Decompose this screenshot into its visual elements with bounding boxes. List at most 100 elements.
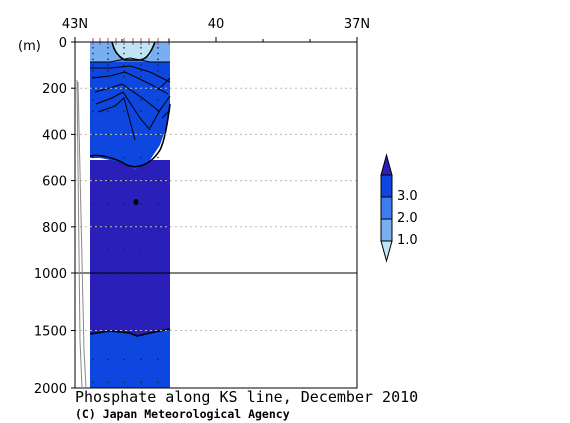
sample-dot xyxy=(157,98,159,101)
sample-dot xyxy=(157,87,159,89)
contour-line xyxy=(91,71,169,95)
sample-dot xyxy=(140,70,142,72)
bathymetry-line-2 xyxy=(77,81,87,389)
contour-line xyxy=(95,91,151,131)
sample-dot xyxy=(140,358,142,361)
sample-dot xyxy=(157,52,159,55)
sample-dot xyxy=(107,110,109,113)
chart-credit: (C) Japan Meteorological Agency xyxy=(75,407,290,421)
contour-line xyxy=(90,57,170,63)
sample-dot xyxy=(157,202,159,205)
sample-dot xyxy=(157,110,159,113)
colorbar-bottom-triangle xyxy=(380,240,393,263)
bottom-layer-fill xyxy=(90,329,170,388)
surface-palest-fill xyxy=(112,42,155,60)
sample-dot xyxy=(107,179,109,182)
sample-dot xyxy=(92,226,94,228)
sample-dot xyxy=(92,133,94,136)
sample-dot xyxy=(157,179,159,182)
sample-dot xyxy=(157,133,159,136)
colorbar-segment xyxy=(380,218,393,242)
sample-dots xyxy=(92,46,159,384)
y-tick-label: 400 xyxy=(42,128,67,143)
sample-dot xyxy=(107,52,109,55)
sample-dot xyxy=(107,70,109,72)
sample-dot xyxy=(92,46,94,49)
sample-dot xyxy=(157,295,159,297)
colorbar-segment xyxy=(380,196,393,220)
sample-dot xyxy=(140,58,142,61)
x-tick-label: 43N xyxy=(62,17,88,32)
sample-dot xyxy=(123,46,125,49)
sample-dot xyxy=(140,98,142,101)
sample-dot xyxy=(140,46,142,49)
sample-dot xyxy=(107,133,109,136)
sample-dot xyxy=(107,295,109,297)
sample-dot xyxy=(157,70,159,72)
sample-dot xyxy=(107,87,109,89)
sample-dot xyxy=(107,156,109,159)
contour-line xyxy=(97,97,136,141)
sample-dot xyxy=(123,52,125,55)
sample-dot xyxy=(157,64,159,66)
y-axis: 0 200 400 600 800 1000 1500 2000 xyxy=(34,36,75,397)
bathymetry-line xyxy=(76,79,83,389)
x-axis: 43N 40 37N xyxy=(62,17,370,42)
section-fill xyxy=(90,42,170,388)
y-tick-label: 800 xyxy=(42,221,67,236)
sample-dot xyxy=(92,358,94,361)
sample-dot xyxy=(123,87,125,89)
sample-dot xyxy=(140,64,142,66)
sample-dot xyxy=(107,329,109,332)
sample-dot xyxy=(123,156,125,159)
sample-dot xyxy=(140,110,142,113)
depth-gridlines xyxy=(75,87,357,331)
sample-dot xyxy=(107,381,109,384)
sample-dot xyxy=(123,226,125,228)
x-tick-label: 40 xyxy=(208,17,225,32)
sample-dot xyxy=(92,156,94,159)
contour-eddy xyxy=(133,199,139,205)
sample-dot xyxy=(123,381,125,384)
sample-dot xyxy=(92,64,94,66)
sample-dot xyxy=(107,226,109,228)
y-tick-label: 0 xyxy=(59,36,67,51)
y-tick-label: 600 xyxy=(42,175,67,190)
sample-dot xyxy=(107,46,109,49)
sample-dot xyxy=(107,58,109,61)
sample-dot xyxy=(107,202,109,205)
sample-dot xyxy=(140,202,142,205)
sample-dot xyxy=(140,75,142,78)
sample-dot xyxy=(92,70,94,72)
y-tick-label: 1000 xyxy=(34,267,67,282)
colorbar-label: 2.0 xyxy=(397,211,418,226)
contour-line xyxy=(111,41,156,61)
contour-line xyxy=(90,65,171,83)
sample-dot xyxy=(107,249,109,251)
colorbar-label: 3.0 xyxy=(397,189,418,204)
sample-dot xyxy=(140,52,142,55)
sample-dot xyxy=(123,179,125,182)
sample-dot xyxy=(92,110,94,113)
sample-dot xyxy=(123,98,125,101)
contour-line xyxy=(149,95,171,129)
x-tick-label: 37N xyxy=(344,17,370,32)
sample-dot xyxy=(107,64,109,66)
sample-dot xyxy=(107,358,109,361)
sample-dot xyxy=(107,98,109,101)
y-axis-label: (m) xyxy=(18,39,41,54)
sample-dot xyxy=(157,226,159,228)
contour-line xyxy=(161,109,171,119)
y-tick-label: 2000 xyxy=(34,382,67,397)
sample-dot xyxy=(157,381,159,384)
sample-dot xyxy=(157,75,159,78)
chart-title: Phosphate along KS line, December 2010 xyxy=(75,388,418,406)
sample-dot xyxy=(92,295,94,297)
colorbar-top-triangle xyxy=(380,153,393,176)
sample-dot xyxy=(123,295,125,297)
sample-dot xyxy=(157,46,159,49)
sample-dot xyxy=(92,58,94,61)
sample-dot xyxy=(157,329,159,332)
colorbar: 3.0 2.0 1.0 xyxy=(380,153,418,263)
